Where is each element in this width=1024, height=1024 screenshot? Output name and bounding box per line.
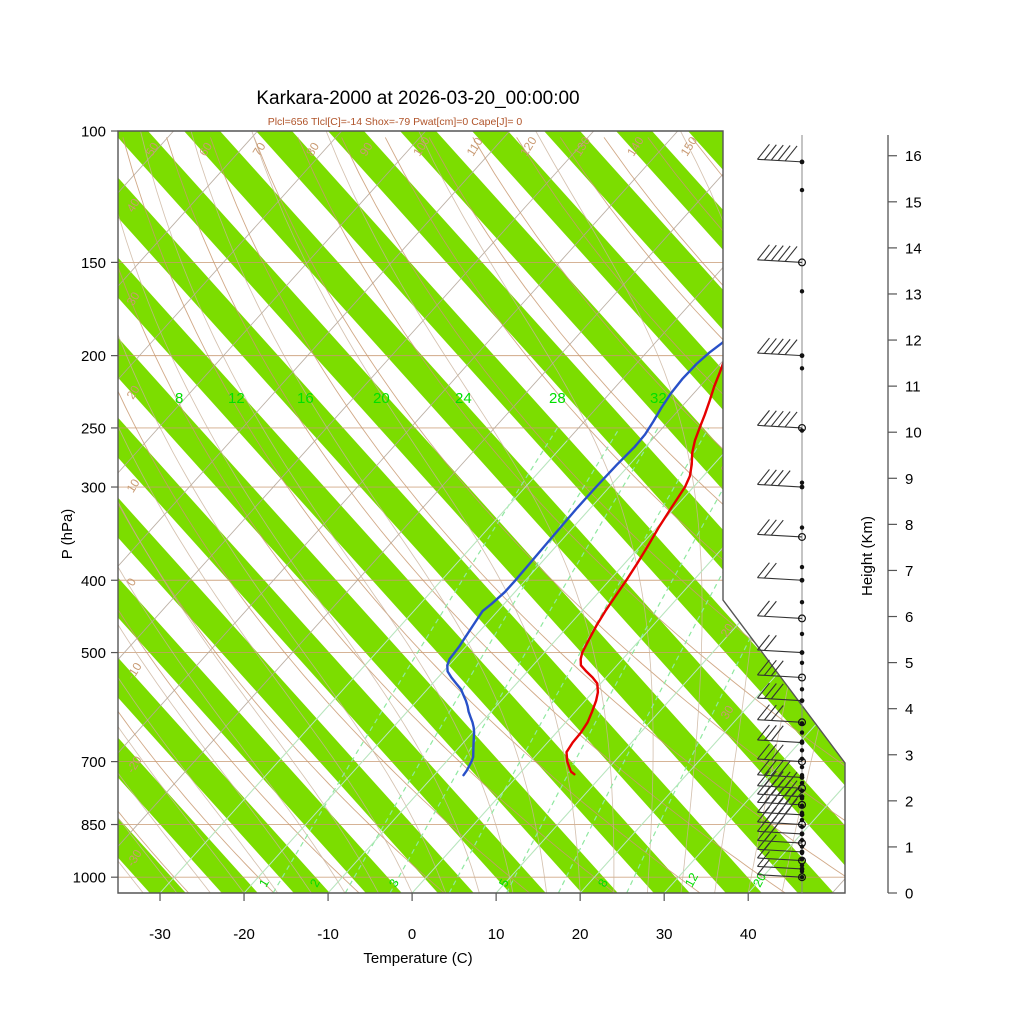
height-tick-label: 6 — [905, 609, 913, 626]
wind-barb — [757, 410, 806, 432]
height-tick-label: 1 — [905, 839, 913, 856]
height-tick-label: 3 — [905, 747, 913, 764]
mixing-ratio-label: 1 — [256, 877, 272, 890]
pressure-tick-label: 850 — [81, 817, 106, 834]
x-axis-title: Temperature (C) — [363, 950, 472, 967]
pressure-tick-label: 500 — [81, 645, 106, 662]
wind-barb — [757, 519, 806, 541]
height-tick-label: 12 — [905, 333, 922, 350]
temperature-tick-label: -30 — [149, 926, 171, 943]
height-tick-label: 13 — [905, 286, 922, 303]
temperature-tick-label: 40 — [740, 926, 757, 943]
wind-barb — [757, 562, 805, 583]
temperature-tick-label: 10 — [488, 926, 505, 943]
wind-barb-panel — [757, 135, 806, 893]
mixing-ratio-label: 12 — [682, 871, 701, 890]
temperature-tick-label: 30 — [656, 926, 673, 943]
wind-barb — [757, 682, 805, 704]
pressure-tick-label: 250 — [81, 420, 106, 437]
temperature-tick-label: 20 — [572, 926, 589, 943]
y2-axis-title: Height (Km) — [859, 516, 876, 596]
pressure-tick-label: 300 — [81, 480, 106, 497]
height-tick-label: 15 — [905, 194, 922, 211]
isotherm-label: 28 — [549, 390, 566, 407]
wind-barb — [757, 143, 805, 165]
pressure-tick-label: 200 — [81, 348, 106, 365]
pressure-tick-label: 1000 — [73, 870, 106, 887]
isotherm-label: 8 — [175, 390, 183, 407]
height-tick-label: 0 — [905, 886, 913, 903]
temperature-tick-label: 0 — [408, 926, 416, 943]
plot-frame — [117, 130, 846, 894]
height-tick-label: 5 — [905, 655, 913, 672]
dry-adiabat-label: 160 — [731, 134, 754, 159]
pressure-tick-label: 150 — [81, 255, 106, 272]
y-axis-title: P (hPa) — [59, 509, 76, 560]
wind-barb — [757, 600, 806, 623]
page-title: Karkara-2000 at 2026-03-20_00:00:00 — [256, 88, 579, 109]
wind-barb — [757, 659, 806, 682]
pressure-tick-label: 400 — [81, 573, 106, 590]
sounding-indices: Plcl=656 Tlcl[C]=-14 Shox=-79 Pwat[cm]=0… — [268, 116, 523, 128]
isotherm-label: 24 — [455, 390, 472, 407]
isotherm-label: 16 — [297, 390, 314, 407]
height-tick-label: 4 — [905, 701, 913, 718]
isotherm-label: 32 — [650, 390, 667, 407]
wind-barb — [757, 244, 806, 267]
wind-barb — [757, 796, 805, 818]
height-tick-label: 8 — [905, 517, 913, 534]
pressure-tick-label: 100 — [81, 124, 106, 141]
pressure-tick-label: 700 — [81, 754, 106, 771]
wind-barb — [757, 469, 805, 490]
wind-barb — [757, 634, 805, 655]
height-tick-label: 7 — [905, 563, 913, 580]
wind-barb — [757, 337, 805, 359]
wind-barb — [757, 704, 806, 727]
isotherm-label: 12 — [228, 390, 245, 407]
isotherm-label: 20 — [373, 390, 390, 407]
wind-barb — [757, 770, 806, 793]
height-tick-label: 2 — [905, 793, 913, 810]
moist-band-shading — [118, 131, 845, 893]
height-tick-label: 9 — [905, 471, 913, 488]
height-tick-label: 16 — [905, 148, 922, 165]
temperature-tick-label: -20 — [233, 926, 255, 943]
temperature-tick-label: -10 — [317, 926, 339, 943]
dry-adiabat-label: 70 — [250, 140, 269, 159]
height-tick-label: 10 — [905, 425, 922, 442]
height-tick-label: 14 — [905, 240, 922, 257]
height-tick-label: 11 — [905, 379, 921, 396]
